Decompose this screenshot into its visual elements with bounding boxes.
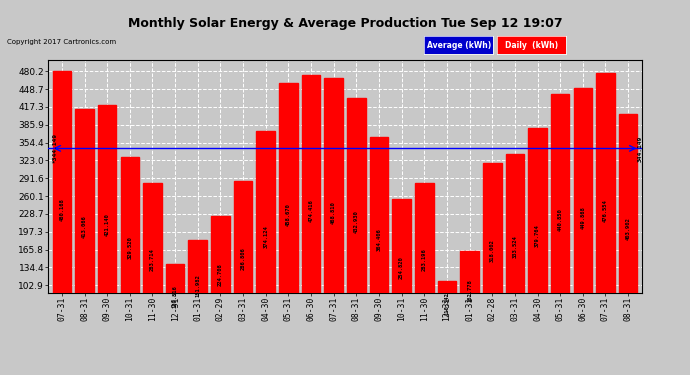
Bar [483, 163, 502, 344]
Bar [98, 105, 117, 344]
Text: Copyright 2017 Cartronics.com: Copyright 2017 Cartronics.com [7, 39, 116, 45]
Text: 139.816: 139.816 [172, 285, 177, 308]
Bar [506, 154, 524, 344]
Text: 224.708: 224.708 [218, 264, 223, 286]
Text: 254.820: 254.820 [399, 256, 404, 279]
Bar [121, 157, 139, 344]
Bar [347, 98, 366, 344]
Bar [52, 71, 71, 344]
Bar [234, 181, 253, 344]
Bar [302, 75, 320, 344]
Text: 286.806: 286.806 [241, 248, 246, 270]
Bar [460, 251, 479, 344]
Bar [257, 131, 275, 344]
Bar [415, 183, 433, 344]
Bar [188, 240, 207, 344]
Text: 329.520: 329.520 [128, 237, 132, 260]
Bar [75, 109, 94, 344]
Text: 476.554: 476.554 [603, 199, 608, 222]
Text: 318.002: 318.002 [490, 240, 495, 262]
Text: 344.149: 344.149 [638, 135, 642, 162]
Text: 474.416: 474.416 [308, 200, 313, 222]
Text: 449.868: 449.868 [580, 206, 585, 229]
Text: 403.902: 403.902 [626, 218, 631, 240]
Text: 413.066: 413.066 [82, 215, 87, 238]
Bar [393, 199, 411, 344]
Bar [573, 88, 592, 344]
Text: 364.406: 364.406 [377, 228, 382, 251]
Text: 440.850: 440.850 [558, 208, 562, 231]
Bar [551, 93, 569, 344]
Bar [211, 216, 230, 344]
Bar [370, 137, 388, 344]
Bar [619, 114, 638, 344]
Text: 333.524: 333.524 [513, 236, 518, 258]
Text: 421.140: 421.140 [105, 213, 110, 236]
Text: Daily  (kWh): Daily (kWh) [505, 40, 558, 50]
Text: 468.810: 468.810 [331, 201, 336, 224]
Text: 181.982: 181.982 [195, 274, 200, 297]
Bar [437, 281, 456, 344]
Bar [324, 78, 343, 344]
Text: Monthly Solar Energy & Average Production Tue Sep 12 19:07: Monthly Solar Energy & Average Productio… [128, 17, 562, 30]
Text: 162.778: 162.778 [467, 279, 472, 302]
Bar [279, 83, 297, 344]
Text: 379.764: 379.764 [535, 224, 540, 247]
Text: 110.342: 110.342 [444, 292, 449, 315]
Text: Average (kWh): Average (kWh) [426, 40, 491, 50]
Text: 458.670: 458.670 [286, 204, 291, 226]
Bar [144, 183, 161, 344]
Text: 283.714: 283.714 [150, 248, 155, 271]
Text: 374.124: 374.124 [263, 225, 268, 248]
Text: 480.168: 480.168 [59, 198, 64, 221]
Bar [596, 73, 615, 344]
Bar [529, 128, 546, 344]
Bar [166, 264, 184, 344]
Text: *344.149: *344.149 [52, 134, 57, 164]
Text: 283.196: 283.196 [422, 249, 427, 271]
Text: 432.930: 432.930 [354, 210, 359, 233]
